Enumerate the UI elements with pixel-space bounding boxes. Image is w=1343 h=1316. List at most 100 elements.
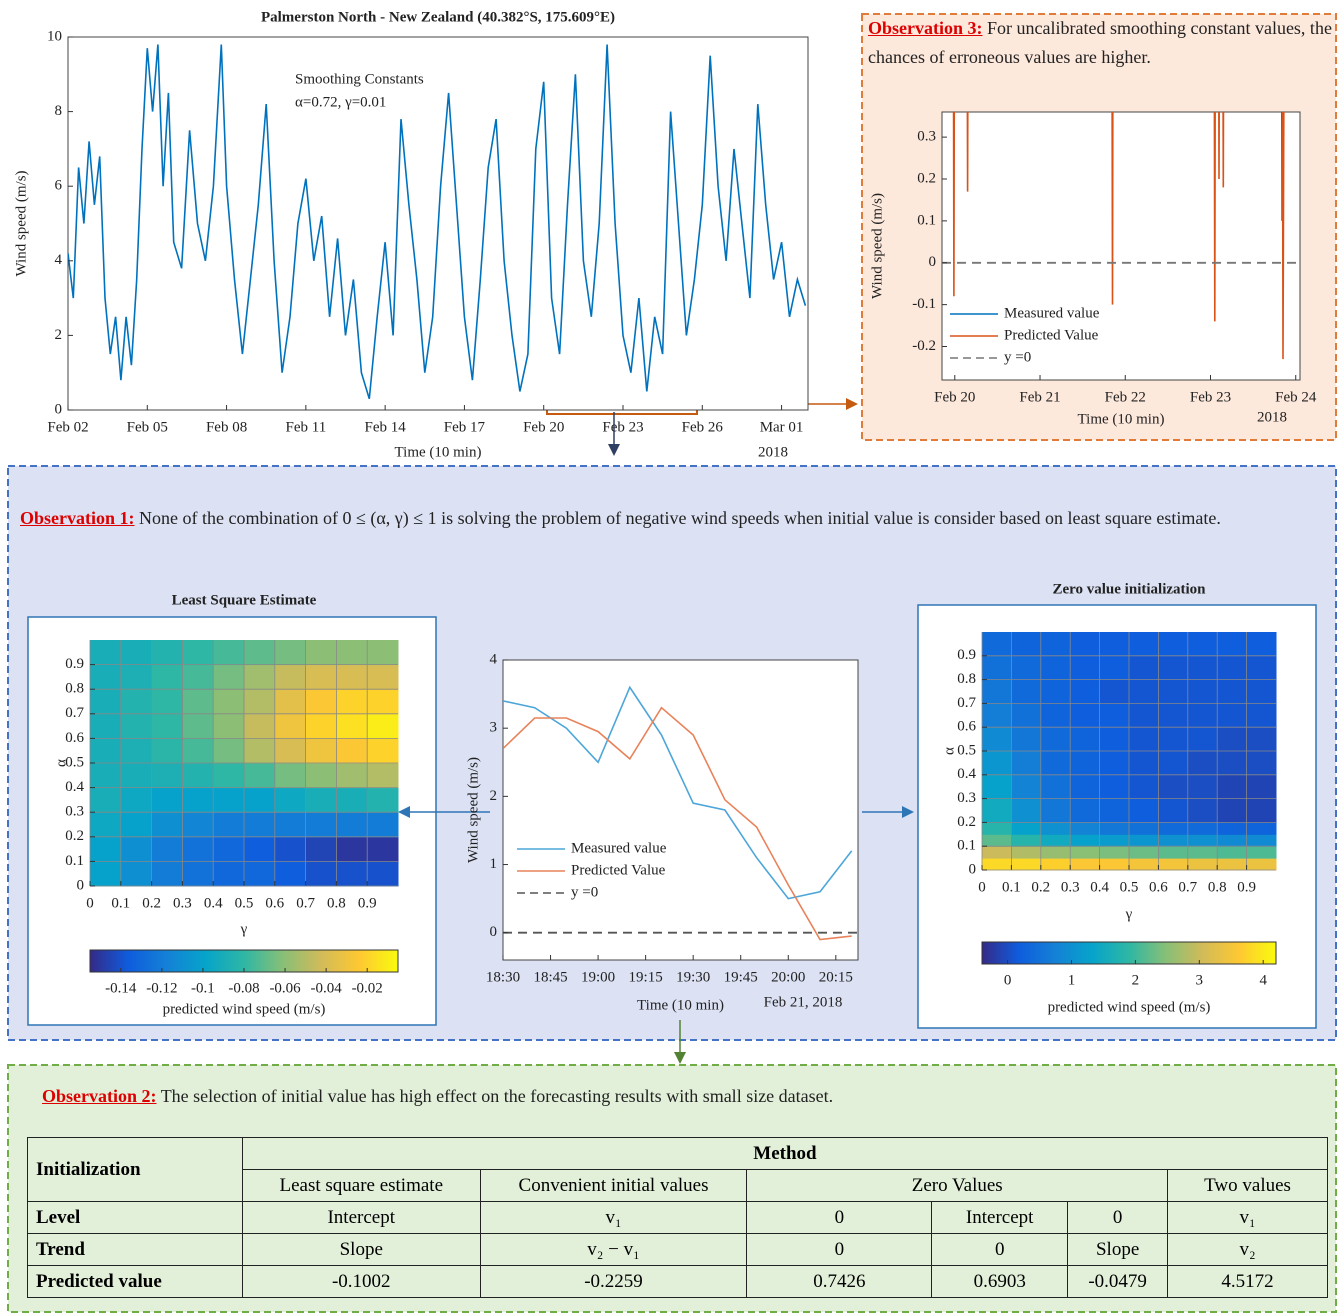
heat-cell [1246, 798, 1277, 823]
y-axis-label: α [53, 759, 69, 767]
table-row: Level Intercept v₁ 0 Intercept 0 v₁ [27, 1201, 1328, 1234]
heat-cell [1158, 751, 1189, 776]
heat-cell [1011, 655, 1042, 681]
heat-cell [1099, 751, 1130, 776]
x-tick-label: Mar 01 [760, 419, 804, 435]
table-row: Trend Slope v₂ − v₁ 0 0 Slope v₂ [27, 1233, 1328, 1266]
heat-cell [1040, 822, 1071, 835]
heat-cell [1217, 679, 1248, 704]
row-header: Predicted value [27, 1265, 243, 1298]
y-axis-label: Wind speed (m/s) [13, 170, 29, 276]
heat-cell [367, 689, 399, 715]
heat-cell [213, 689, 245, 715]
legend-label: y =0 [571, 884, 598, 900]
x-tick-label: 0.7 [296, 895, 315, 911]
heat-cell [305, 713, 337, 739]
heat-cell [982, 846, 1012, 859]
heat-cell [1070, 727, 1101, 752]
heat-cell [182, 787, 214, 813]
header-cell: Two values [1167, 1169, 1328, 1202]
heat-cell [182, 861, 214, 887]
y-tick-label: 0.4 [957, 766, 976, 782]
legend-label: Predicted Value [571, 862, 666, 878]
heat-cell [1217, 751, 1248, 776]
heat-cell [1129, 679, 1159, 704]
heat-cell [336, 763, 368, 789]
y-tick-label: 0.7 [957, 695, 976, 711]
heat-cell [120, 812, 153, 838]
table-cell: 0 [746, 1233, 933, 1266]
heat-cell [274, 640, 307, 666]
heat-cell [182, 738, 214, 764]
heat-cell [244, 763, 276, 789]
colorbar-tick-label: -0.04 [311, 980, 343, 996]
heat-cell [151, 787, 183, 813]
heat-cell [305, 689, 337, 715]
y-tick-label: 2 [55, 327, 63, 343]
x-tick-label: 18:45 [533, 969, 567, 985]
heat-cell [1187, 846, 1218, 859]
heat-cell [1040, 679, 1071, 704]
x-axis-label: Time (10 min) [395, 444, 482, 460]
heat-cell [1040, 703, 1071, 728]
heat-cell [244, 787, 276, 813]
y-tick-label: 0.3 [917, 129, 936, 145]
y-tick-label: 2 [490, 788, 498, 804]
heat-cell [305, 664, 337, 690]
y-tick-label: 1 [490, 856, 498, 872]
colorbar-tick-label: -0.1 [191, 980, 215, 996]
heat-cell [274, 787, 307, 813]
heat-cell [1070, 703, 1101, 728]
heat-cell [1070, 632, 1101, 657]
heat-cell [274, 861, 307, 887]
heat-cell [367, 738, 399, 764]
x-tick-label: Feb 17 [444, 419, 486, 435]
heat-cell [1040, 858, 1071, 871]
heat-cell [274, 763, 307, 789]
heat-cell [1070, 655, 1101, 681]
heat-cell [274, 738, 307, 764]
heat-cell [1129, 798, 1159, 823]
y-tick-label: 0.9 [957, 647, 976, 663]
heat-cell [1187, 679, 1218, 704]
heat-cell [1129, 846, 1159, 859]
heat-cell [336, 812, 368, 838]
y-tick-label: 0.5 [65, 754, 84, 770]
y-tick-label: 0.3 [957, 790, 976, 806]
y-tick-label: 3 [490, 720, 498, 736]
heat-cell [1246, 846, 1277, 859]
heat-cell [1187, 858, 1218, 871]
heat-cell [982, 858, 1012, 871]
heat-cell [982, 834, 1012, 847]
plot-area [941, 111, 1301, 381]
heat-cell [120, 713, 153, 739]
heat-cell [367, 664, 399, 690]
y-tick-label: 4 [490, 651, 498, 667]
heat-cell [1158, 846, 1189, 859]
x-tick-label: 0.9 [1237, 879, 1256, 895]
y-tick-label: 0.2 [65, 828, 84, 844]
heat-cell [120, 787, 153, 813]
colorbar [981, 941, 1277, 965]
heat-cell [244, 836, 276, 862]
y-tick-label: 0 [969, 861, 977, 877]
table-cell: 0 [931, 1233, 1069, 1266]
heat-cell [1011, 834, 1042, 847]
y-tick-label: 0.2 [917, 170, 936, 186]
plot-area [502, 659, 859, 961]
heat-cell [1187, 655, 1218, 681]
heat-cell [982, 751, 1012, 776]
y-axis-label: α [941, 747, 957, 755]
heat-cell [213, 787, 245, 813]
table-cell: v₂ − v₁ [479, 1233, 748, 1266]
x-tick-label: Feb 20 [934, 389, 975, 405]
heat-cell [336, 664, 368, 690]
table-cell: Slope [241, 1233, 481, 1266]
heat-cell [1011, 822, 1042, 835]
heat-cell [1217, 727, 1248, 752]
x-tick-label: 0.5 [1120, 879, 1139, 895]
heat-cell [1158, 655, 1189, 681]
heat-cell [1217, 834, 1248, 847]
heat-cell [1129, 858, 1159, 871]
heat-cell [305, 836, 337, 862]
